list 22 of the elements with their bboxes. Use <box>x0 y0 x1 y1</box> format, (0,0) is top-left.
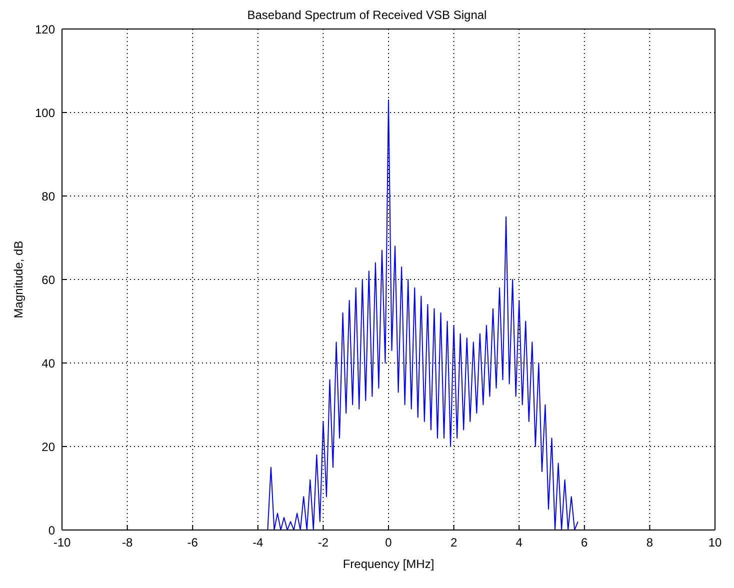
chart-title: Baseband Spectrum of Received VSB Signal <box>246 8 488 24</box>
line-series <box>267 99 578 530</box>
x-tick-label: 6 <box>581 536 588 550</box>
y-tick-label: 80 <box>42 189 56 204</box>
y-tick-label: 20 <box>42 440 56 454</box>
x-tick-label: 2 <box>450 536 458 550</box>
x-tick-label: -8 <box>122 536 133 550</box>
x-tick-label: 10 <box>708 536 722 550</box>
x-tick-label: -2 <box>318 536 329 550</box>
y-tick-label: 40 <box>42 356 56 370</box>
y-tick-label: 120 <box>34 22 56 36</box>
x-tick-label: -10 <box>53 536 71 550</box>
x-tick-label: -6 <box>187 536 198 550</box>
y-tick-label: 0 <box>48 523 56 538</box>
x-tick-label: 8 <box>646 536 654 550</box>
y-tick-label: 60 <box>42 272 56 287</box>
y-tick-label: 100 <box>34 106 56 120</box>
x-tick-label: 0 <box>385 536 392 550</box>
x-tick-label: 4 <box>516 536 523 550</box>
y-axis-title: Magnitude, dB <box>11 240 26 318</box>
x-tick-label: -4 <box>252 536 264 550</box>
x-axis-title: Frequency [MHz] <box>342 557 434 571</box>
